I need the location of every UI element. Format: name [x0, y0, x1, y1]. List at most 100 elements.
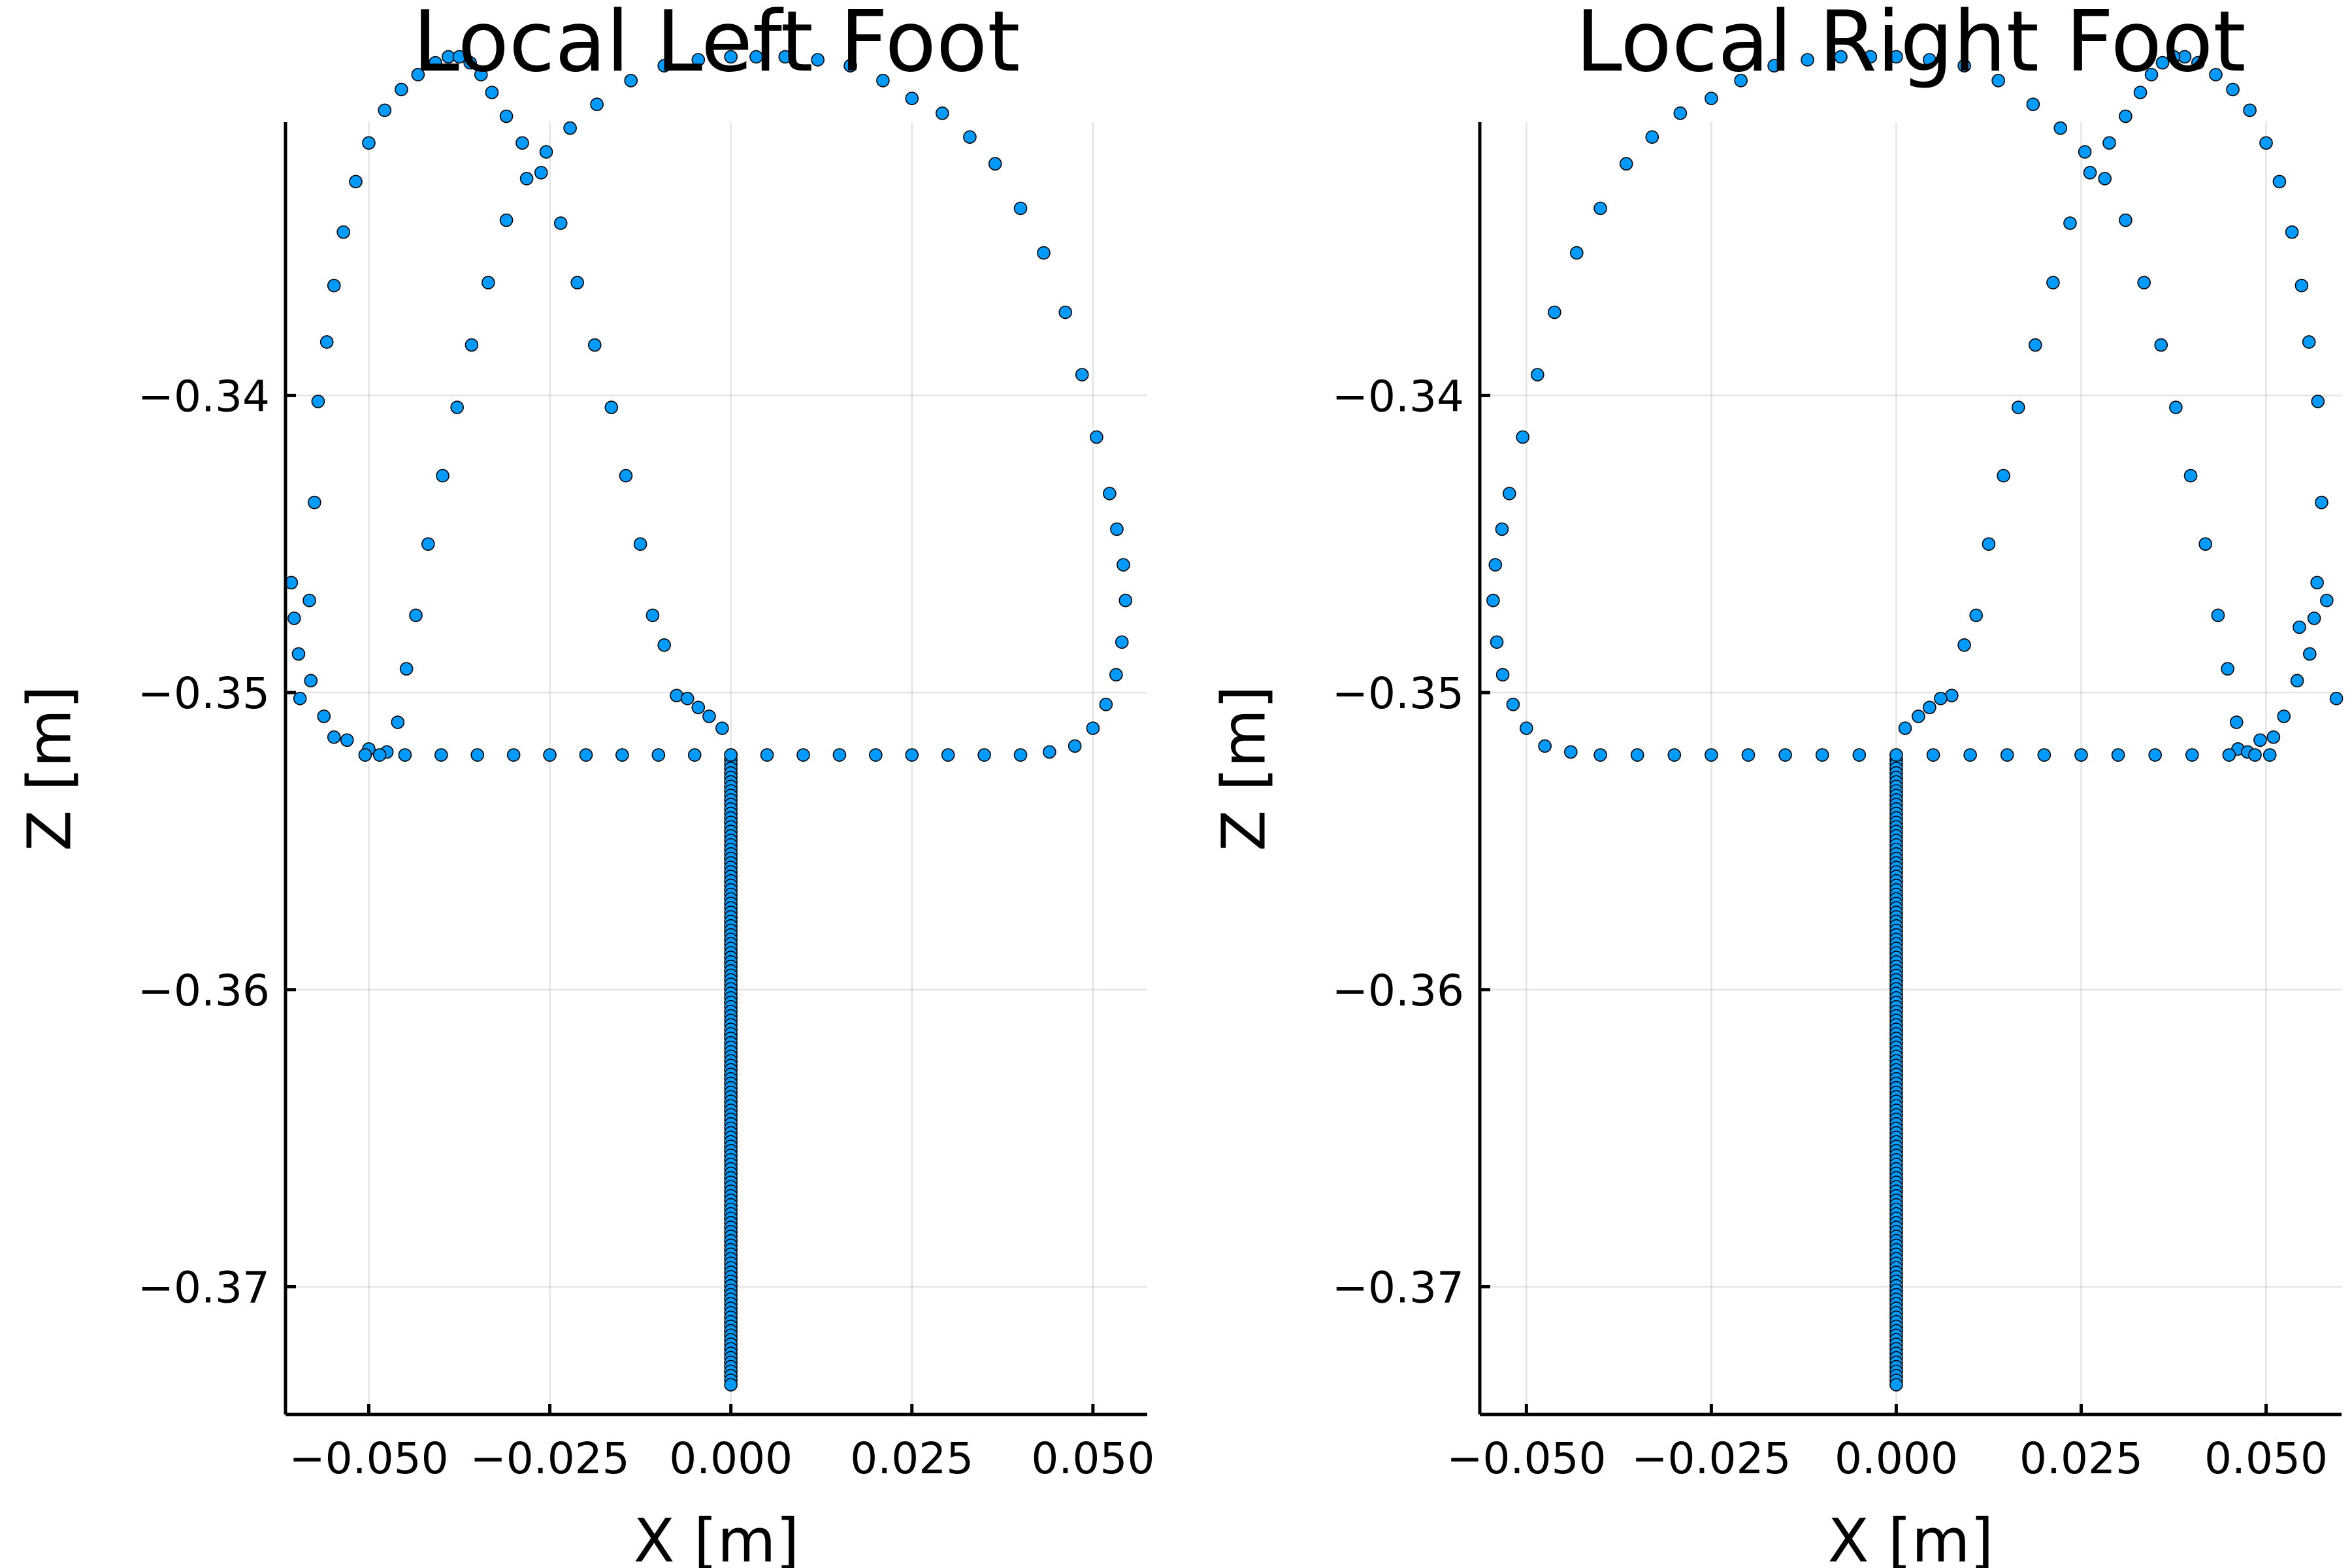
left-foot-data-point — [977, 748, 991, 762]
left-foot-points — [284, 50, 1133, 1392]
left-foot-data-point — [563, 121, 577, 135]
left-foot-data-point — [391, 715, 405, 729]
left-foot-data-point — [590, 97, 604, 112]
left-foot-data-point — [470, 748, 485, 762]
left-foot-data-point — [691, 700, 706, 715]
left-foot-data-point — [474, 67, 488, 82]
right-foot-data-point — [2098, 172, 2112, 186]
left-foot-data-point — [724, 1378, 738, 1392]
left-foot-data-point — [291, 647, 306, 661]
right-foot-data-point — [1934, 691, 1948, 706]
right-foot-y-tick-label: −0.35 — [1332, 668, 1464, 719]
right-foot-data-point — [1593, 201, 1607, 216]
left-foot-data-point — [624, 74, 638, 88]
right-foot-data-point — [1506, 697, 1520, 711]
right-foot-data-point — [2148, 748, 2162, 762]
right-foot-data-point — [2303, 647, 2317, 661]
left-foot-data-point — [499, 213, 514, 227]
right-foot-data-point — [1593, 748, 1607, 762]
left-foot-data-point — [349, 174, 363, 189]
right-foot-data-point — [2293, 620, 2306, 634]
right-foot-data-point — [2266, 730, 2281, 744]
right-foot-x-tick-label: −0.025 — [1631, 1433, 1791, 1484]
right-foot-data-point — [1898, 721, 1912, 735]
right-foot-data-point — [1912, 710, 1925, 723]
left-foot-data-point — [1109, 668, 1123, 682]
left-foot-data-point — [1037, 246, 1051, 260]
left-foot-data-point — [832, 748, 847, 762]
left-foot-data-point — [1075, 368, 1089, 382]
right-foot-data-point — [1531, 368, 1544, 382]
right-foot-data-point — [2285, 225, 2299, 239]
left-foot-data-point — [657, 638, 671, 652]
right-foot-data-point — [1889, 1378, 1903, 1392]
left-foot-x-tick-label: 0.000 — [669, 1433, 792, 1484]
left-foot-data-point — [287, 612, 301, 625]
left-foot-data-point — [760, 748, 774, 762]
right-foot-data-point — [2262, 748, 2277, 762]
right-foot-data-point — [1490, 635, 1504, 649]
left-foot-data-point — [452, 50, 466, 64]
left-foot-data-point — [1013, 201, 1028, 216]
right-foot-data-point — [1741, 748, 1756, 762]
right-foot-data-point — [2329, 691, 2344, 706]
left-foot-grid — [286, 122, 1147, 1414]
left-foot-data-point — [485, 86, 499, 99]
left-foot-data-point — [302, 593, 316, 608]
left-foot-y-axis-label: Z [m] — [14, 685, 84, 851]
right-foot-data-point — [1667, 748, 1682, 762]
left-foot-y-tick-label: −0.34 — [138, 371, 270, 421]
right-foot-data-point — [2154, 338, 2168, 352]
left-foot-data-point — [519, 172, 534, 186]
right-foot-data-point — [1495, 668, 1510, 682]
right-foot-data-point — [2221, 662, 2234, 676]
right-foot-data-point — [1488, 558, 1503, 572]
left-foot-data-point — [1058, 305, 1073, 319]
right-foot-data-point — [1852, 748, 1867, 762]
right-foot-data-point — [1486, 593, 1500, 608]
right-foot-data-point — [2074, 748, 2088, 762]
right-foot-data-point — [1705, 748, 1718, 762]
left-foot-data-point — [691, 53, 706, 67]
left-foot-data-point — [506, 748, 521, 762]
right-foot-data-point — [2026, 97, 2040, 112]
left-foot-data-point — [429, 56, 442, 70]
left-foot-x-tick-label: −0.050 — [289, 1433, 448, 1484]
right-foot-x-tick-label: 0.000 — [1835, 1433, 1958, 1484]
right-foot-data-point — [2046, 276, 2060, 289]
left-foot-data-point — [463, 56, 477, 70]
right-foot-data-point — [1969, 608, 1983, 623]
left-foot-data-point — [811, 53, 825, 67]
left-foot-data-point — [1119, 593, 1133, 608]
left-foot-x-tick-label: 0.025 — [850, 1433, 973, 1484]
left-foot-data-point — [905, 91, 919, 105]
right-foot-data-point — [1619, 157, 1633, 171]
left-foot-data-point — [553, 216, 568, 230]
right-foot-data-point — [2063, 216, 2077, 230]
right-foot-data-point — [2078, 145, 2092, 159]
left-foot-data-point — [411, 67, 425, 82]
right-foot-data-point — [1889, 50, 1903, 64]
left-foot-data-point — [1110, 522, 1124, 536]
right-foot-ticks: −0.050 −0.025 0.000 0.025 0.050 −0.34 −0.35 −0.… — [1332, 371, 2328, 1484]
right-foot-data-point — [2253, 733, 2267, 747]
right-foot-data-point — [2198, 537, 2212, 551]
left-foot-data-point — [615, 748, 629, 762]
right-foot-data-point — [1923, 53, 1936, 67]
right-foot-data-point — [1945, 689, 1959, 702]
right-foot-data-point — [2111, 748, 2125, 762]
left-foot-data-point — [327, 730, 341, 744]
left-foot-data-point — [436, 468, 449, 483]
right-foot-data-point — [1767, 59, 1781, 73]
left-foot-data-point — [1103, 487, 1117, 500]
left-foot-data-point — [434, 748, 448, 762]
left-foot-data-point — [1013, 748, 1028, 762]
right-foot-data-point — [1645, 130, 1659, 144]
right-foot-data-point — [2185, 748, 2199, 762]
right-foot-data-point — [2028, 338, 2042, 352]
left-foot-ticks: −0.050 −0.025 0.000 0.025 0.050 −0.34 −0.35 −0.… — [138, 371, 1155, 1484]
right-foot-data-point — [2277, 710, 2291, 723]
right-foot-data-point — [1570, 246, 1584, 260]
left-foot-data-point — [988, 157, 1002, 171]
right-foot-data-point — [2011, 400, 2025, 414]
